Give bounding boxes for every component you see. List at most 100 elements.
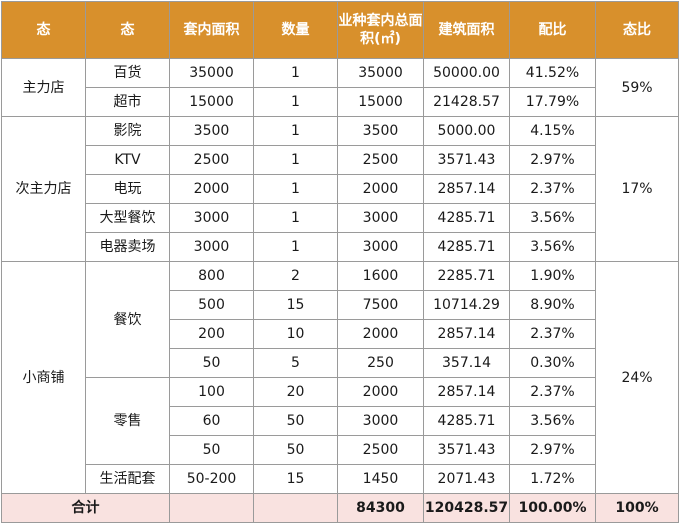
total-ratio: 100.00% (509, 493, 596, 523)
table-row: 主力店 百货 35000 1 35000 50000.00 41.52% 59% (1, 58, 679, 117)
cell-ratio: 2.37% (509, 174, 596, 204)
table-row: 次主力店 影院 3500 1 3500 5000.00 4.15% 17% (1, 116, 679, 262)
cell-subformat: 电器卖场 (85, 232, 170, 262)
cell-building-area: 4285.71 (423, 406, 510, 436)
cell-total-area: 3000 (337, 406, 424, 436)
cell-building-area: 3571.43 (423, 145, 510, 175)
cell-subformat: 大型餐饮 (85, 203, 170, 233)
cell-subformat: 超市 (85, 87, 170, 117)
cell-unit-area: 50 (169, 348, 254, 378)
cell-building-area: 2857.14 (423, 174, 510, 204)
cell-building-area: 2071.43 (423, 464, 510, 494)
cell-building-area: 2857.14 (423, 377, 510, 407)
cell-unit-area: 60 (169, 406, 254, 436)
header-total-area: 业种套内总面积(㎡) (337, 1, 424, 59)
table-row: 生活配套 50-200 15 1450 2071.43 1.72% (2, 464, 679, 494)
subgroup-label-dining: 餐饮 (85, 261, 170, 378)
cell-total-area: 3000 (337, 232, 424, 262)
cell-quantity: 1 (253, 58, 338, 88)
cell-quantity: 2 (253, 261, 338, 291)
cell-subformat: KTV (85, 145, 170, 175)
cell-ratio: 3.56% (509, 406, 596, 436)
cell-building-area: 50000.00 (423, 58, 510, 88)
table-row: 电器卖场 3000 1 3000 4285.71 3.56% (2, 232, 679, 262)
table-row: 200 10 2000 2857.14 2.37% (2, 319, 679, 349)
table-row: 电玩 2000 1 2000 2857.14 2.37% (2, 174, 679, 204)
header-ratio: 配比 (509, 1, 596, 59)
cell-building-area: 21428.57 (423, 87, 510, 117)
cell-ratio: 2.37% (509, 377, 596, 407)
cell-ratio: 1.90% (509, 261, 596, 291)
cell-quantity: 1 (253, 203, 338, 233)
cell-ratio: 1.72% (509, 464, 596, 494)
cell-quantity: 5 (253, 348, 338, 378)
cell-quantity: 20 (253, 377, 338, 407)
cell-total-area: 3000 (337, 203, 424, 233)
total-label: 合计 (1, 493, 170, 523)
subgroup-label-retail: 零售 (85, 377, 170, 465)
table-row: 60 50 3000 4285.71 3.56% (2, 406, 679, 436)
cell-building-area: 2285.71 (423, 261, 510, 291)
table-row: 500 15 7500 10714.29 8.90% (2, 290, 679, 320)
cell-ratio: 0.30% (509, 348, 596, 378)
cell-building-area: 5000.00 (423, 116, 510, 146)
cell-subformat: 影院 (85, 116, 170, 146)
cell-building-area: 357.14 (423, 348, 510, 378)
cell-unit-area: 50-200 (169, 464, 254, 494)
cell-total-area: 2000 (337, 377, 424, 407)
cell-total-area: 2500 (337, 145, 424, 175)
group-ratio-secondary: 17% (595, 116, 679, 262)
cell-quantity: 1 (253, 232, 338, 262)
group-label-main: 主力店 (1, 58, 86, 117)
cell-quantity: 50 (253, 406, 338, 436)
total-blank-quantity (253, 493, 338, 523)
cell-subformat: 电玩 (85, 174, 170, 204)
cell-total-area: 3500 (337, 116, 424, 146)
cell-unit-area: 35000 (169, 58, 254, 88)
cell-total-area: 1450 (337, 464, 424, 494)
cell-unit-area: 2500 (169, 145, 254, 175)
cell-total-area: 15000 (337, 87, 424, 117)
cell-unit-area: 2000 (169, 174, 254, 204)
cell-total-area: 2500 (337, 435, 424, 465)
header-unit-area: 套内面积 (169, 1, 254, 59)
header-quantity: 数量 (253, 1, 338, 59)
cell-unit-area: 100 (169, 377, 254, 407)
cell-ratio: 2.97% (509, 435, 596, 465)
table-row: 小商铺 餐饮 800 2 1600 2285.71 1.90% 24% (1, 261, 679, 494)
cell-unit-area: 3500 (169, 116, 254, 146)
group-ratio-small: 24% (595, 261, 679, 494)
cell-unit-area: 800 (169, 261, 254, 291)
cell-quantity: 1 (253, 116, 338, 146)
table-row: 大型餐饮 3000 1 3000 4285.71 3.56% (2, 203, 679, 233)
cell-quantity: 1 (253, 174, 338, 204)
group-ratio-main: 59% (595, 58, 679, 117)
cell-total-area: 2000 (337, 319, 424, 349)
cell-ratio: 4.15% (509, 116, 596, 146)
header-subformat: 态 (85, 1, 170, 59)
cell-building-area: 2857.14 (423, 319, 510, 349)
cell-unit-area: 15000 (169, 87, 254, 117)
header-group-ratio: 态比 (595, 1, 679, 59)
cell-unit-area: 200 (169, 319, 254, 349)
cell-ratio: 3.56% (509, 232, 596, 262)
header-row: 态 态 套内面积 数量 业种套内总面积(㎡) 建筑面积 配比 态比 (1, 1, 679, 59)
cell-total-area: 250 (337, 348, 424, 378)
cell-ratio: 41.52% (509, 58, 596, 88)
cell-unit-area: 500 (169, 290, 254, 320)
cell-total-area: 35000 (337, 58, 424, 88)
total-blank-area (169, 493, 254, 523)
cell-ratio: 2.37% (509, 319, 596, 349)
total-group-ratio: 100% (595, 493, 679, 523)
total-total-area: 84300 (337, 493, 424, 523)
cell-ratio: 17.79% (509, 87, 596, 117)
cell-unit-area: 3000 (169, 203, 254, 233)
table-row: KTV 2500 1 2500 3571.43 2.97% (2, 145, 679, 175)
cell-quantity: 1 (253, 145, 338, 175)
header-building-area: 建筑面积 (423, 1, 510, 59)
total-building-area: 120428.57 (423, 493, 510, 523)
cell-building-area: 3571.43 (423, 435, 510, 465)
cell-unit-area: 50 (169, 435, 254, 465)
cell-ratio: 2.97% (509, 145, 596, 175)
